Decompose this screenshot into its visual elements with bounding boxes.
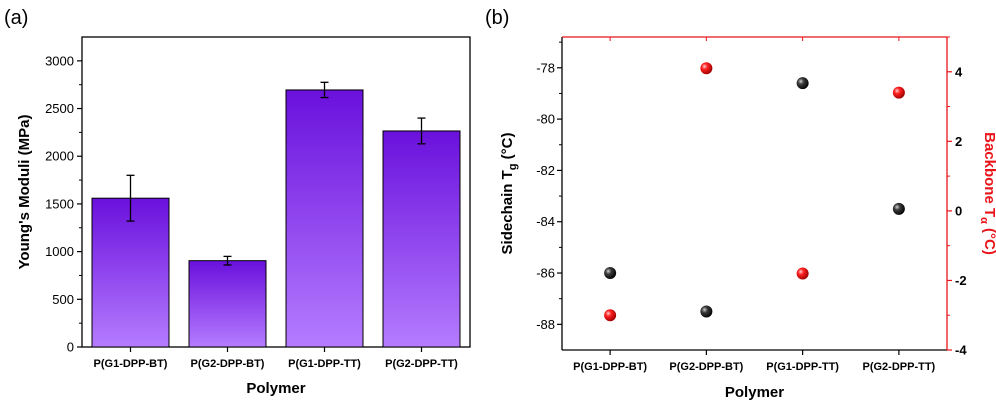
y-tick-label-left: -84 xyxy=(536,214,555,229)
x-tick-label-a: P(G2-DPP-TT) xyxy=(385,358,458,370)
y-tick-label-right: 2 xyxy=(955,134,962,149)
y-tick-label-left: -78 xyxy=(536,60,555,75)
y-tick-label-left: -82 xyxy=(536,163,555,178)
point-sidechain-tg xyxy=(700,305,713,318)
y-tick-label-right: 4 xyxy=(955,64,963,79)
x-tick-label-a: P(G1-DPP-BT) xyxy=(94,358,168,370)
point-backbone-ta xyxy=(604,309,617,322)
y-tick-label-right: -2 xyxy=(955,273,967,288)
x-axis-label-b: Polymer xyxy=(725,384,784,400)
y-tick-label-left: -88 xyxy=(536,317,555,332)
y-tick-label-right: 0 xyxy=(955,203,962,218)
x-tick-label-b: P(G2-DPP-BT) xyxy=(669,361,743,373)
panel-label-a: (a) xyxy=(4,7,28,29)
panel-label-b: (b) xyxy=(485,7,509,29)
x-tick-label-b: P(G2-DPP-TT) xyxy=(863,361,936,373)
y-tick-label-a: 2500 xyxy=(45,101,74,116)
y-tick-label-right: -4 xyxy=(955,343,967,358)
plot-frame-a xyxy=(81,36,471,348)
y-tick-label-a: 1500 xyxy=(45,196,74,211)
bar xyxy=(91,197,170,348)
bar xyxy=(188,260,267,348)
y-axis-label-left: Sidechain Tg (°C) xyxy=(499,133,519,255)
y-tick-label-left: -80 xyxy=(536,112,555,127)
point-backbone-ta xyxy=(796,267,809,280)
point-sidechain-tg xyxy=(604,267,617,280)
bar xyxy=(285,89,364,348)
point-sidechain-tg xyxy=(892,202,905,215)
y-tick-label-left: -86 xyxy=(536,266,555,281)
y-tick-label-a: 2000 xyxy=(45,149,74,164)
x-tick-label-b: P(G1-DPP-TT) xyxy=(766,361,839,373)
bar xyxy=(382,130,461,348)
x-tick-label-a: P(G1-DPP-TT) xyxy=(288,358,361,370)
x-axis-label-a: Polymer xyxy=(246,380,305,397)
point-backbone-ta xyxy=(700,62,713,75)
point-sidechain-tg xyxy=(796,77,809,90)
y-tick-label-a: 3000 xyxy=(45,53,74,68)
y-axis-label-right: Backbone Tα (°C) xyxy=(978,132,996,255)
y-tick-label-a: 0 xyxy=(67,340,74,355)
y-tick-label-a: 1000 xyxy=(45,244,74,259)
x-tick-label-a: P(G2-DPP-BT) xyxy=(191,358,265,370)
x-tick-label-b: P(G1-DPP-BT) xyxy=(573,361,647,373)
y-axis-label-a: Young's Moduli (MPa) xyxy=(16,115,33,270)
y-tick-label-a: 500 xyxy=(52,292,74,307)
point-backbone-ta xyxy=(892,86,905,99)
